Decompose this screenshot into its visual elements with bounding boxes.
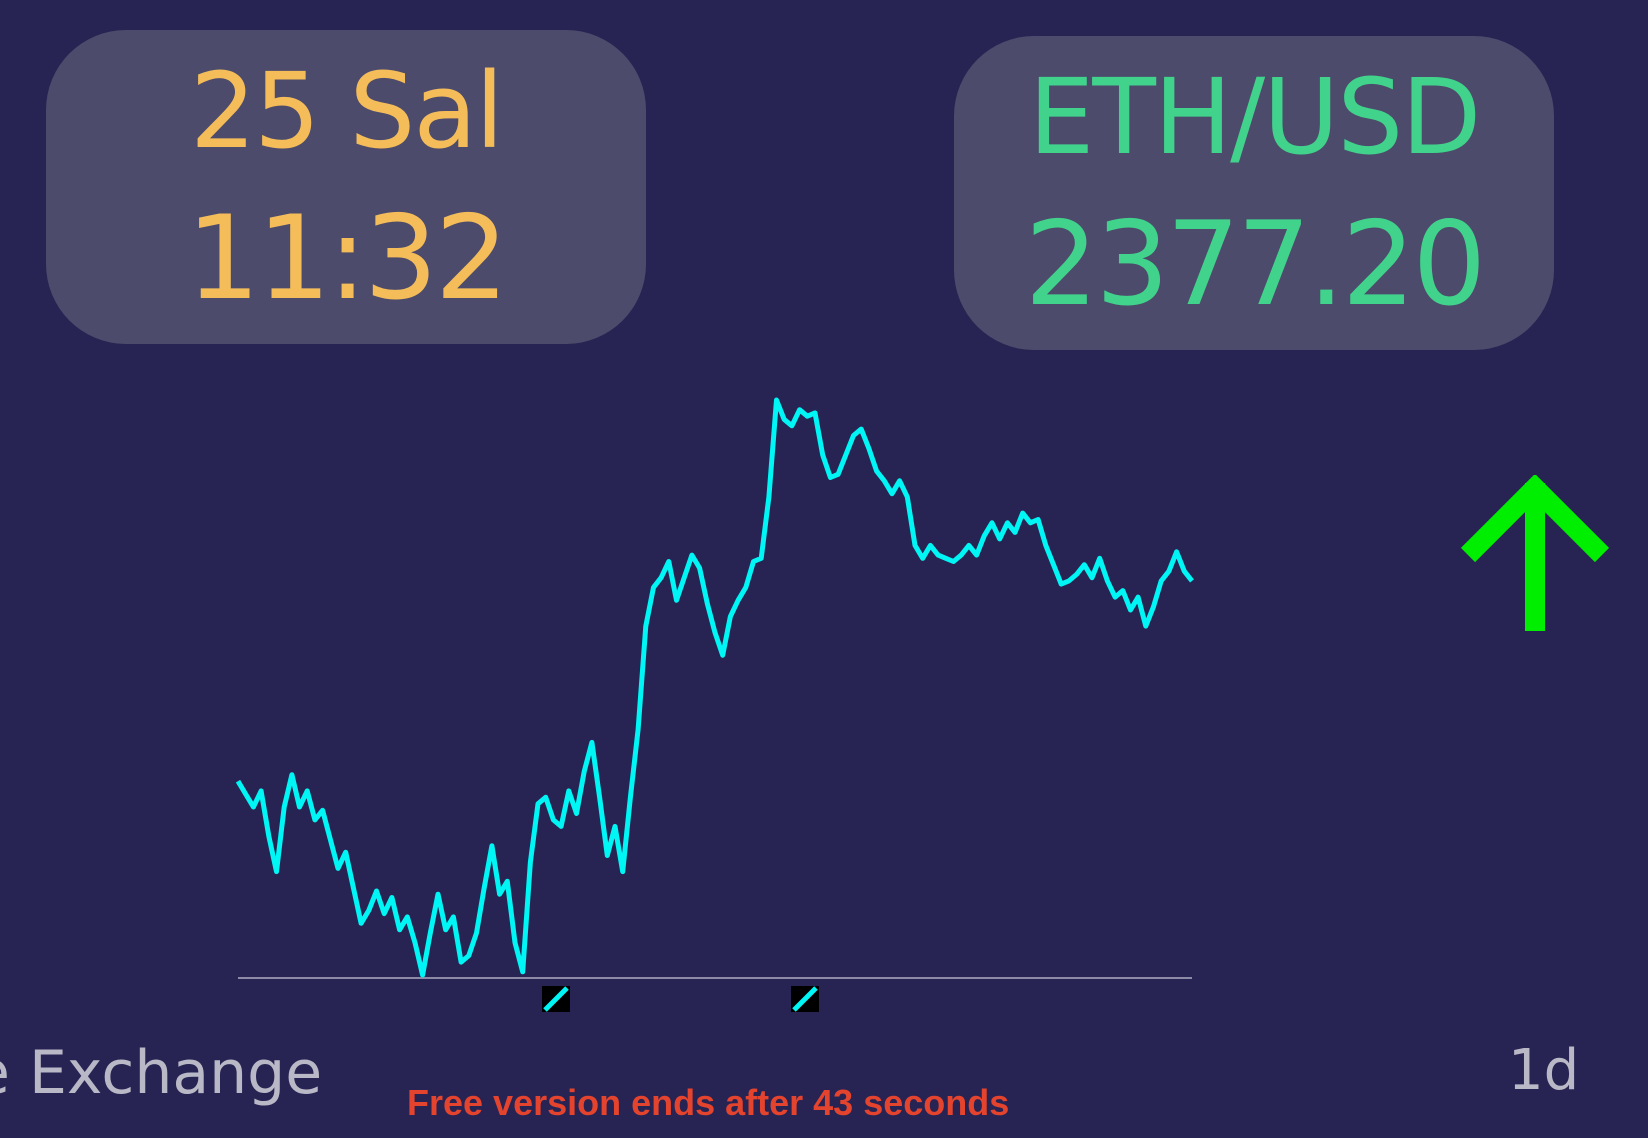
free-version-notice: Free version ends after 43 seconds — [407, 1082, 1010, 1123]
exchange-name: ce Exchange — [0, 1038, 323, 1108]
x-axis-marker — [542, 986, 570, 1012]
timeframe-selector[interactable]: 1d — [1508, 1038, 1580, 1103]
pair-label: ETH/USD — [1028, 55, 1482, 178]
date-time-card: 25 Sal 11:32 — [46, 30, 646, 344]
time-label: 11:32 — [186, 191, 508, 327]
price-label: 2377.20 — [1024, 197, 1487, 333]
pair-price-card: ETH/USD 2377.20 — [954, 36, 1554, 350]
x-axis-marker — [791, 986, 819, 1012]
arrow-up-icon — [1460, 475, 1610, 631]
date-label: 25 Sal — [189, 49, 504, 172]
price-line — [235, 397, 1194, 978]
